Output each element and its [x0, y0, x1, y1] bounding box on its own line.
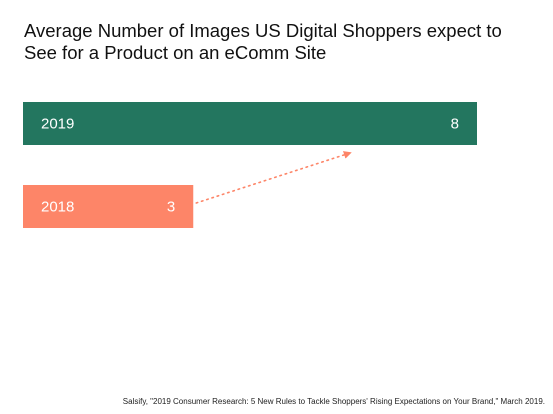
bar-value-label-2019: 8 — [451, 116, 459, 133]
bar-2018 — [23, 185, 194, 228]
bar-value-label-2018: 3 — [167, 199, 175, 216]
bar-category-label-2018: 2018 — [41, 199, 74, 216]
chart-title: Average Number of Images US Digital Shop… — [24, 20, 502, 63]
trend-arrow — [195, 151, 352, 204]
bar-2019 — [23, 102, 477, 145]
bar-category-label-2019: 2019 — [41, 116, 74, 133]
source-note: Salsify, "2019 Consumer Research: 5 New … — [122, 397, 545, 406]
